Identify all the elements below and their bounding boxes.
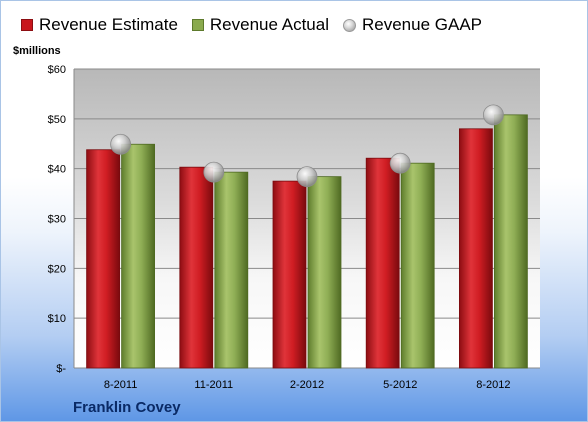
legend-item-actual: Revenue Actual — [191, 15, 329, 35]
legend: Revenue Estimate Revenue Actual Revenue … — [21, 15, 496, 35]
marker-revenue-gaap — [110, 133, 131, 155]
x-tick-label: 2-2012 — [290, 379, 324, 391]
bar-revenue-actual — [214, 171, 249, 369]
x-tick-label: 11-2011 — [194, 379, 233, 391]
bar-revenue-actual — [400, 162, 435, 369]
marker-revenue-gaap — [296, 166, 318, 188]
y-axis-unit-label: $millions — [13, 45, 61, 57]
bar-revenue-estimate — [458, 128, 493, 369]
x-tick-label: 8-2012 — [476, 379, 510, 391]
y-tick-label: $10 — [48, 313, 66, 325]
legend-item-gaap: Revenue GAAP — [343, 15, 482, 35]
y-tick-label: $40 — [48, 164, 66, 176]
bar-revenue-estimate — [179, 166, 214, 369]
legend-swatch-estimate — [21, 19, 33, 31]
bar-revenue-estimate — [86, 149, 120, 369]
legend-marker-gaap — [343, 18, 356, 32]
y-tick-label: $30 — [48, 214, 66, 226]
bar-revenue-actual — [307, 176, 342, 369]
bar-revenue-actual — [121, 143, 155, 369]
legend-label-actual: Revenue Actual — [209, 15, 329, 34]
marker-revenue-gaap — [482, 104, 504, 126]
marker-revenue-gaap — [389, 152, 411, 174]
y-tick-label: $60 — [48, 64, 66, 76]
y-tick-label: $- — [56, 363, 66, 375]
bar-revenue-estimate — [272, 180, 307, 369]
legend-label-estimate: Revenue Estimate — [39, 15, 178, 34]
bar-revenue-estimate — [365, 157, 400, 369]
company-name: Franklin Covey — [73, 399, 181, 416]
y-tick-label: $20 — [48, 263, 66, 275]
legend-label-gaap: Revenue GAAP — [362, 15, 483, 34]
y-tick-label: $50 — [48, 114, 66, 126]
x-tick-label: 8-2011 — [104, 379, 137, 391]
x-tick-label: 5-2012 — [383, 379, 417, 391]
marker-revenue-gaap — [203, 161, 225, 183]
bar-revenue-actual — [493, 114, 528, 369]
legend-item-estimate: Revenue Estimate — [21, 15, 178, 35]
legend-swatch-actual — [191, 19, 204, 31]
